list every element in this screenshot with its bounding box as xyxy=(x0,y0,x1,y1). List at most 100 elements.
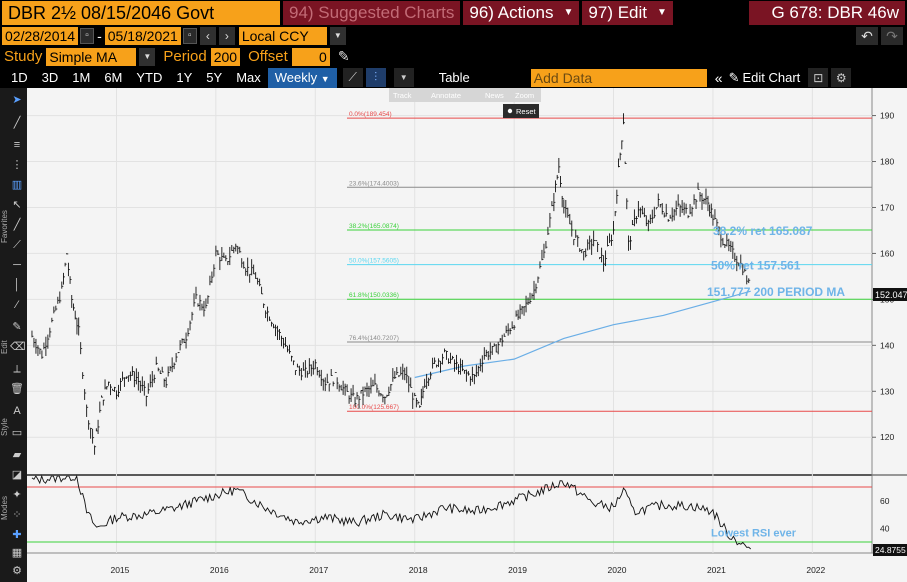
news-button[interactable]: News xyxy=(485,91,504,100)
x-tick-label: 2022 xyxy=(806,565,825,575)
gear-icon[interactable]: ⚙ xyxy=(12,565,22,577)
tab-1d[interactable]: 1D xyxy=(11,69,28,85)
end-date-field[interactable]: 05/18/2021 xyxy=(104,27,181,45)
line-chart-icon[interactable]: ⟋ xyxy=(342,68,363,87)
layers-icon[interactable]: ▦ xyxy=(11,547,23,559)
study-bar: Study Simple MA ▼ Period 200 Offset 0 ✎ xyxy=(0,46,907,67)
tab-1m[interactable]: 1M xyxy=(72,69,91,85)
bar-chart-icon[interactable]: ⫶ xyxy=(365,68,386,87)
suggested-charts-menu[interactable]: 94) Suggested Charts xyxy=(283,1,461,25)
reset-button[interactable]: Reset xyxy=(516,107,537,116)
fib-extension-icon[interactable]: ⋮ xyxy=(11,159,23,171)
fib-level-label: 0.0%(189.454) xyxy=(349,111,392,118)
last-price-label: 152.047 xyxy=(875,290,907,300)
zoom-button[interactable]: Zoom xyxy=(515,91,534,100)
crosshair-icon[interactable]: ✚ xyxy=(12,529,22,541)
annotate-button[interactable]: Annotate xyxy=(431,91,461,100)
x-tick-label: 2019 xyxy=(508,565,527,575)
period-field[interactable]: 200 xyxy=(210,47,241,66)
last-rsi-tag xyxy=(873,544,907,556)
actions-menu[interactable]: 96) Actions ▼ xyxy=(463,1,580,25)
y-axis-background xyxy=(872,88,907,582)
offset-field[interactable]: 0 xyxy=(291,47,330,66)
tab-ytd[interactable]: YTD xyxy=(136,69,163,85)
track-button[interactable]: Track xyxy=(393,91,412,100)
edit-chart-label: Edit Chart xyxy=(742,70,801,85)
tab-weekly[interactable]: Weekly ▼ xyxy=(267,67,337,88)
edit-menu[interactable]: 97) Edit ▼ xyxy=(582,1,673,25)
chevron-down-icon[interactable]: ▼ xyxy=(393,68,414,87)
redo-icon[interactable]: ↷ xyxy=(881,27,903,45)
chevron-down-icon[interactable]: ▼ xyxy=(139,47,156,66)
rectangle-tool-icon[interactable]: ▭ xyxy=(11,427,23,439)
trend-line-icon[interactable]: ╱ xyxy=(13,219,21,231)
start-date-field[interactable]: 02/28/2014 xyxy=(2,27,79,45)
calendar-icon[interactable]: ▫ xyxy=(80,28,95,44)
title-bar: DBR 2½ 08/15/2046 Govt 94) Suggested Cha… xyxy=(0,0,907,26)
fib-tool-icon[interactable]: ≡ xyxy=(13,139,21,151)
price-chart[interactable]: 0.0%(189.454) 23.6%(174.4003) 38.2%(165.08… xyxy=(27,88,907,582)
period-label: Period xyxy=(163,48,207,65)
tab-max[interactable]: Max xyxy=(236,69,261,85)
table-button[interactable]: Table xyxy=(438,69,470,85)
line-draw-icon[interactable]: ╱ xyxy=(13,117,21,129)
fibonacci-levels: 0.0%(189.454) 23.6%(174.4003) 38.2%(165.08… xyxy=(347,111,872,412)
gradient-tool-icon[interactable]: ◪ xyxy=(11,469,23,481)
chevron-left-icon[interactable]: ‹ xyxy=(199,27,216,45)
chart-id-title: G 678: DBR 46w xyxy=(749,1,905,25)
channel-tool-icon[interactable]: ▥ xyxy=(11,179,23,191)
ray-tool-icon[interactable]: ↖ xyxy=(12,199,22,211)
y-tick-label: 120 xyxy=(880,432,894,442)
text-tool-icon[interactable]: A xyxy=(13,405,21,417)
arrow-tool-icon[interactable]: ⁄ xyxy=(16,299,18,311)
eraser-icon[interactable]: ⌫ xyxy=(10,341,26,353)
x-tick-label: 2015 xyxy=(110,565,129,575)
chart-settings-icon[interactable]: ⊡ xyxy=(808,68,829,87)
collapse-left-icon[interactable]: « xyxy=(714,69,723,86)
chevron-down-icon[interactable]: ▼ xyxy=(329,27,346,45)
last-rsi-label: 24.8755 xyxy=(875,545,906,555)
date-separator: - xyxy=(97,28,102,44)
fill-tool-icon[interactable]: ▰ xyxy=(12,449,22,461)
edit-chart-button[interactable]: ✎ Edit Chart xyxy=(729,70,801,86)
currency-select[interactable]: Local CCY xyxy=(238,27,327,45)
y-tick-label: 190 xyxy=(880,111,894,121)
fib-level-label: 61.8%(150.0336) xyxy=(349,292,399,299)
x-tick-label: 2020 xyxy=(608,565,627,575)
rsi-line xyxy=(31,474,752,550)
annotation-label: 151.777 200 PERIOD MA xyxy=(707,285,845,299)
segment-tool-icon[interactable]: ⟋ xyxy=(13,239,21,251)
study-select[interactable]: Simple MA xyxy=(46,47,137,66)
magic-tool-icon[interactable]: ✦ xyxy=(12,489,22,501)
dots-icon[interactable]: ⁘ xyxy=(12,509,22,521)
security-ticker-field[interactable]: DBR 2½ 08/15/2046 Govt xyxy=(2,1,280,25)
fib-level-label: 76.4%(140.7207) xyxy=(349,335,399,342)
calendar-icon[interactable]: ▫ xyxy=(182,28,197,44)
edit-label-vertical: Edit xyxy=(0,340,9,354)
vertical-line-icon[interactable]: │ xyxy=(13,279,21,291)
pen-tool-icon[interactable]: ✎ xyxy=(12,321,22,333)
grid xyxy=(27,88,872,553)
add-data-input[interactable]: Add Data xyxy=(530,68,707,87)
y-tick-label: 130 xyxy=(880,386,894,396)
chevron-right-icon[interactable]: › xyxy=(218,27,235,45)
horizontal-line-icon[interactable]: ─ xyxy=(13,259,21,271)
drawing-tool-sidebar: ➤ ╱ ≡ ⋮ ▥ ↖ ╱ ⟋ ─ │ ⁄ ✎ ⌫ ⟂ 🗑 A ▭ ▰ ◪ ✦ … xyxy=(0,88,27,582)
tab-3d[interactable]: 3D xyxy=(41,69,59,85)
trash-icon[interactable]: 🗑 xyxy=(10,383,24,395)
x-tick-label: 2017 xyxy=(309,565,328,575)
reset-icon xyxy=(507,108,513,114)
tab-1y[interactable]: 1Y xyxy=(176,69,193,85)
tab-5y[interactable]: 5Y xyxy=(206,69,223,85)
measure-tool-icon[interactable]: ⟂ xyxy=(13,363,21,375)
tab-weekly-label: Weekly xyxy=(274,69,318,85)
gear-icon[interactable]: ⚙ xyxy=(831,68,852,87)
study-label: Study xyxy=(4,48,43,65)
annotation-label: 50% ret 157.561 xyxy=(711,259,801,273)
cursor-icon[interactable]: ➤ xyxy=(12,94,22,106)
pencil-icon[interactable]: ✎ xyxy=(337,48,350,64)
y-tick-label: 140 xyxy=(880,340,894,350)
pencil-icon: ✎ xyxy=(728,69,740,85)
undo-icon[interactable]: ↶ xyxy=(856,27,878,45)
tab-6m[interactable]: 6M xyxy=(104,69,123,85)
